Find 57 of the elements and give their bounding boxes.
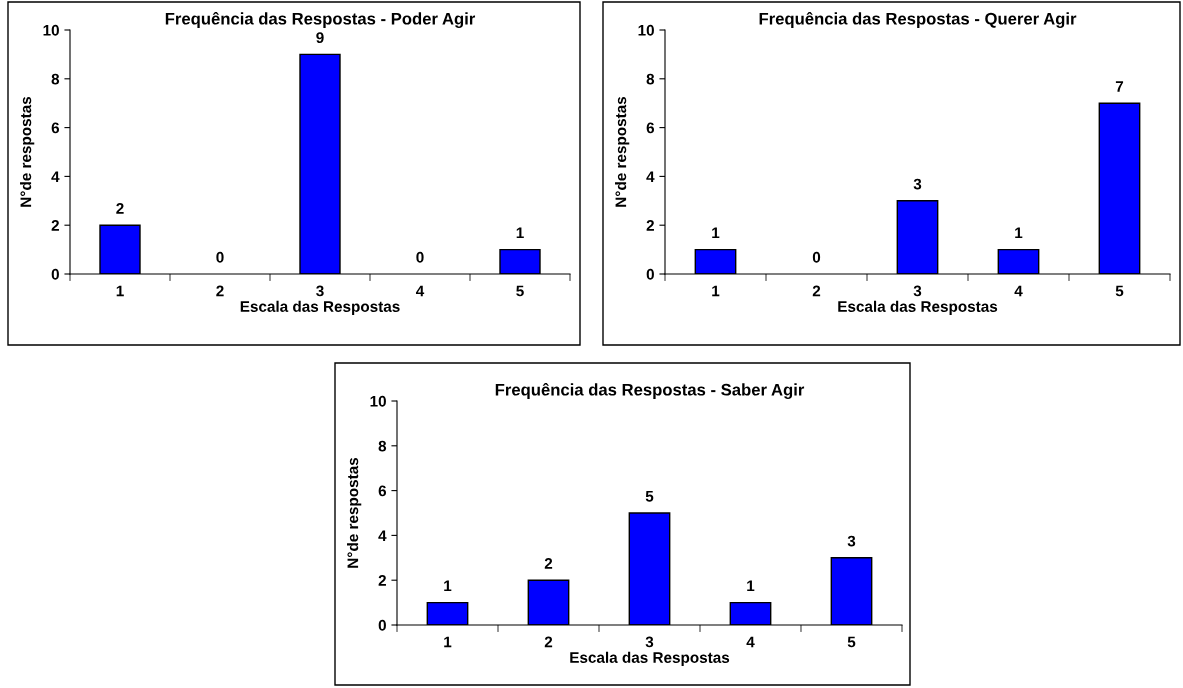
data-label: 9 [316, 32, 324, 44]
x-tick-label: 3 [316, 285, 324, 297]
x-tick-label: 2 [544, 636, 553, 648]
x-tick-label: 5 [847, 636, 856, 648]
data-label: 0 [216, 251, 224, 263]
data-label: 2 [544, 558, 553, 569]
y-tick-label: 6 [646, 122, 655, 134]
x-axis-title: Escala das Respostas [570, 651, 730, 666]
x-tick-label: 1 [116, 285, 124, 297]
x-tick-label: 1 [712, 285, 720, 297]
data-label: 0 [812, 251, 821, 263]
data-label: 7 [1115, 81, 1124, 92]
data-label: 1 [747, 580, 755, 592]
x-tick-label: 5 [1115, 285, 1124, 297]
y-tick-label: 6 [378, 485, 387, 497]
x-axis-title: Escala das Respostas [838, 300, 998, 315]
y-tick-label: 4 [51, 171, 60, 182]
y-tick-label: 2 [378, 575, 386, 586]
x-tick-label: 2 [812, 285, 821, 297]
x-tick-label: 5 [516, 285, 524, 297]
y-axis-title: N°de respostas [20, 96, 35, 207]
y-tick-label: 4 [646, 171, 655, 182]
chart-title: Frequência das Respostas - Saber Agir [495, 383, 805, 399]
data-label: 5 [645, 490, 654, 502]
data-label: 3 [913, 178, 922, 190]
y-tick-label: 10 [43, 24, 59, 36]
y-tick-label: 8 [646, 73, 655, 85]
x-tick-label: 4 [1014, 285, 1023, 297]
y-axis-title: N°de respostas [615, 96, 630, 207]
data-label: 0 [416, 251, 424, 263]
y-tick-label: 10 [370, 395, 386, 407]
y-tick-label: 6 [51, 122, 60, 134]
y-tick-label: 0 [51, 268, 59, 280]
x-tick-label: 3 [913, 285, 922, 297]
y-tick-label: 0 [646, 268, 654, 280]
y-tick-label: 8 [378, 440, 387, 452]
y-tick-label: 4 [378, 530, 387, 541]
data-label: 1 [516, 227, 524, 239]
data-label: 2 [116, 203, 124, 214]
y-tick-label: 0 [378, 619, 386, 631]
y-tick-label: 2 [51, 220, 59, 231]
data-label: 1 [1015, 227, 1023, 239]
chart-title: Frequência das Respostas - Poder Agir [165, 12, 476, 28]
y-tick-label: 8 [51, 73, 60, 85]
x-tick-label: 3 [645, 636, 654, 648]
x-tick-label: 1 [444, 636, 452, 648]
x-tick-label: 4 [746, 636, 755, 648]
y-tick-label: 10 [638, 24, 654, 36]
y-axis-title: N°de respostas [347, 457, 362, 568]
chart-title: Frequência das Respostas - Querer Agir [759, 12, 1077, 28]
data-label: 1 [712, 227, 720, 239]
y-tick-label: 2 [646, 220, 654, 231]
data-label: 3 [847, 535, 856, 547]
x-tick-label: 4 [415, 285, 425, 297]
data-label: 1 [444, 580, 452, 592]
x-tick-label: 2 [216, 285, 224, 297]
x-axis-title: Escala das Respostas [240, 300, 400, 315]
